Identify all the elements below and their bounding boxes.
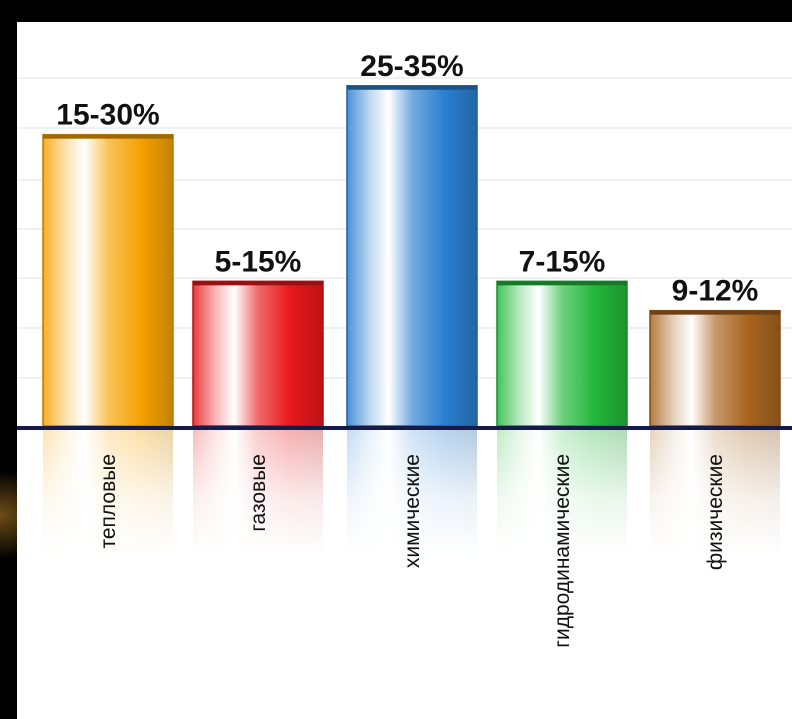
- value-label: 15-30%: [56, 99, 159, 132]
- bar-3: [346, 85, 478, 427]
- category-labels: тепловые газовые химические гидродинамическ…: [97, 454, 727, 648]
- reflection-fade: [193, 430, 323, 555]
- reflection-fade: [650, 430, 780, 555]
- category-label: физические: [704, 454, 727, 570]
- frame-top: [0, 0, 792, 22]
- bar-top-edge: [347, 85, 477, 90]
- category-label: гидродинамические: [551, 454, 574, 648]
- bar-reflections: [43, 430, 780, 555]
- category-label: газовые: [247, 454, 270, 532]
- bar-top-edge: [650, 310, 780, 315]
- bar-2: [192, 280, 324, 427]
- value-label: 9-12%: [672, 275, 759, 308]
- value-label: 25-35%: [360, 50, 463, 83]
- reflection-fade: [347, 430, 477, 555]
- reflection-fade: [497, 430, 627, 555]
- bars: [42, 85, 781, 427]
- bar-5: [649, 309, 781, 427]
- category-label: химические: [401, 454, 424, 568]
- value-label: 5-15%: [215, 245, 302, 278]
- value-labels: 15-30% 5-15% 25-35% 7-15% 9-12%: [56, 50, 758, 308]
- bar-1: [42, 133, 174, 427]
- bar-top-edge: [43, 134, 173, 139]
- bar-top-edge: [497, 281, 627, 286]
- reflection-fade: [43, 430, 173, 555]
- value-label: 7-15%: [519, 245, 606, 278]
- bar-top-edge: [193, 281, 323, 286]
- bar-4: [496, 280, 628, 427]
- category-label: тепловые: [97, 454, 120, 549]
